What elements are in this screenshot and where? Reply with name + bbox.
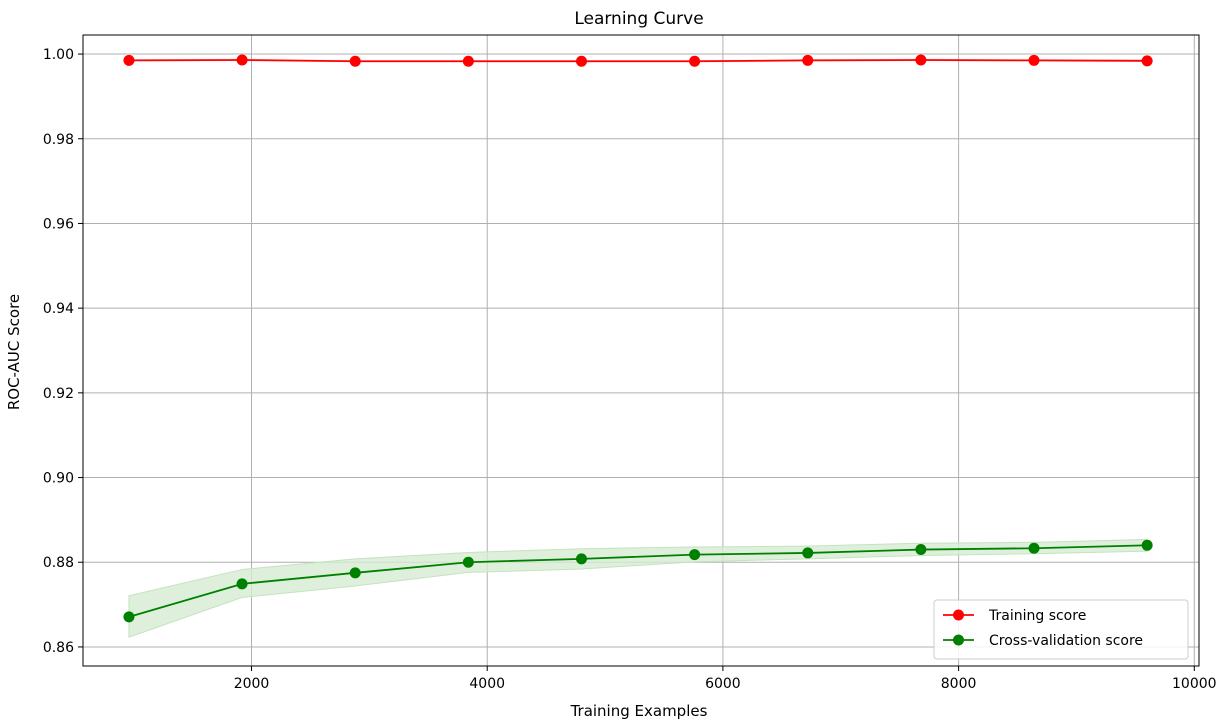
legend-frame — [933, 599, 1189, 660]
y-tick-label: 0.92 — [43, 386, 74, 402]
training-score-point — [1141, 55, 1153, 67]
x-tick-label: 6000 — [705, 676, 741, 692]
grid — [83, 35, 1199, 666]
y-tick-label: 0.86 — [43, 640, 74, 656]
training-score-point — [689, 55, 701, 67]
legend: Training score Cross-validation score — [933, 599, 1189, 660]
cross-validation-score-point — [915, 544, 927, 556]
y-tick-label: 0.88 — [43, 555, 74, 571]
training-score-point — [802, 54, 814, 66]
training-score-line — [128, 59, 1148, 63]
cross-validation-score-point — [349, 567, 361, 579]
cross-validation-score-point — [1028, 542, 1040, 554]
x-tick-label: 4000 — [469, 676, 505, 692]
y-tick-label: 1.00 — [43, 47, 74, 63]
training-score-point — [236, 54, 248, 66]
plot-area-frame — [82, 34, 1200, 667]
training-score-point — [915, 54, 927, 66]
training-score-point — [349, 55, 361, 67]
y-tick-label: 0.98 — [43, 132, 74, 148]
cross-validation-score-band — [128, 538, 1148, 638]
y-tick-label: 0.94 — [43, 301, 74, 317]
x-tick-label: 10000 — [1172, 676, 1217, 692]
axis-ticks: 2000 4000 6000 8000 10000 0.86 0.88 0.90 0.92 0.9… — [43, 47, 1217, 692]
y-tick-label: 0.96 — [43, 216, 74, 232]
training-score-point — [575, 55, 587, 67]
training-score-legend-marker — [953, 609, 964, 621]
cross-validation-score-point — [236, 578, 248, 590]
x-axis-title: Training Examples — [570, 702, 708, 720]
cross-validation-score-legend-label: Cross-validation score — [989, 633, 1143, 649]
y-axis-title: ROC-AUC Score — [5, 294, 23, 410]
training-score-point — [123, 54, 135, 66]
cross-validation-score-legend-marker — [953, 634, 964, 646]
cross-validation-score-point — [802, 547, 814, 559]
training-score-legend-label: Training score — [988, 608, 1086, 624]
y-tick-label: 0.90 — [43, 471, 74, 487]
training-score-point — [462, 55, 474, 67]
cross-validation-score-point — [1141, 539, 1153, 551]
x-tick-label: 8000 — [941, 676, 977, 692]
cross-validation-score-line — [128, 544, 1148, 618]
series-points — [123, 54, 1153, 623]
cross-validation-score-point — [462, 556, 474, 568]
chart-title: Learning Curve — [574, 9, 703, 29]
training-score-point — [1028, 54, 1040, 66]
x-tick-label: 2000 — [234, 676, 270, 692]
cross-validation-score-point — [575, 553, 587, 565]
cross-validation-score-point — [123, 611, 135, 623]
series-lines — [128, 59, 1148, 618]
cross-validation-score-point — [689, 549, 701, 561]
